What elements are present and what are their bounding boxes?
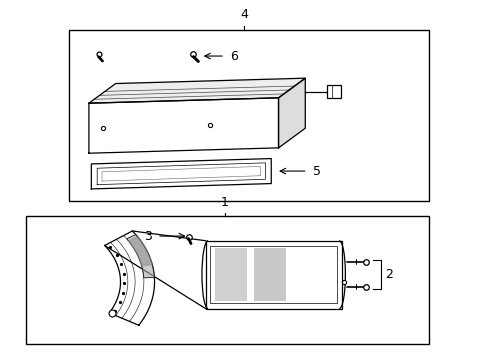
Bar	[69, 30, 428, 202]
Polygon shape	[89, 78, 305, 103]
Bar	[205, 241, 341, 309]
Polygon shape	[89, 98, 278, 153]
Text: 5: 5	[312, 165, 320, 177]
Polygon shape	[128, 237, 152, 266]
Bar	[215, 248, 246, 301]
Polygon shape	[278, 78, 305, 148]
Polygon shape	[91, 158, 271, 189]
Text: 1: 1	[221, 196, 228, 209]
Text: 3: 3	[144, 230, 152, 243]
Polygon shape	[126, 235, 154, 278]
Bar	[326, 85, 340, 98]
Polygon shape	[104, 231, 154, 325]
Text: 2: 2	[385, 268, 392, 281]
Text: 4: 4	[240, 8, 248, 21]
Bar	[210, 246, 336, 303]
Bar	[254, 248, 285, 301]
Text: 6: 6	[229, 50, 237, 63]
Bar	[26, 216, 428, 344]
